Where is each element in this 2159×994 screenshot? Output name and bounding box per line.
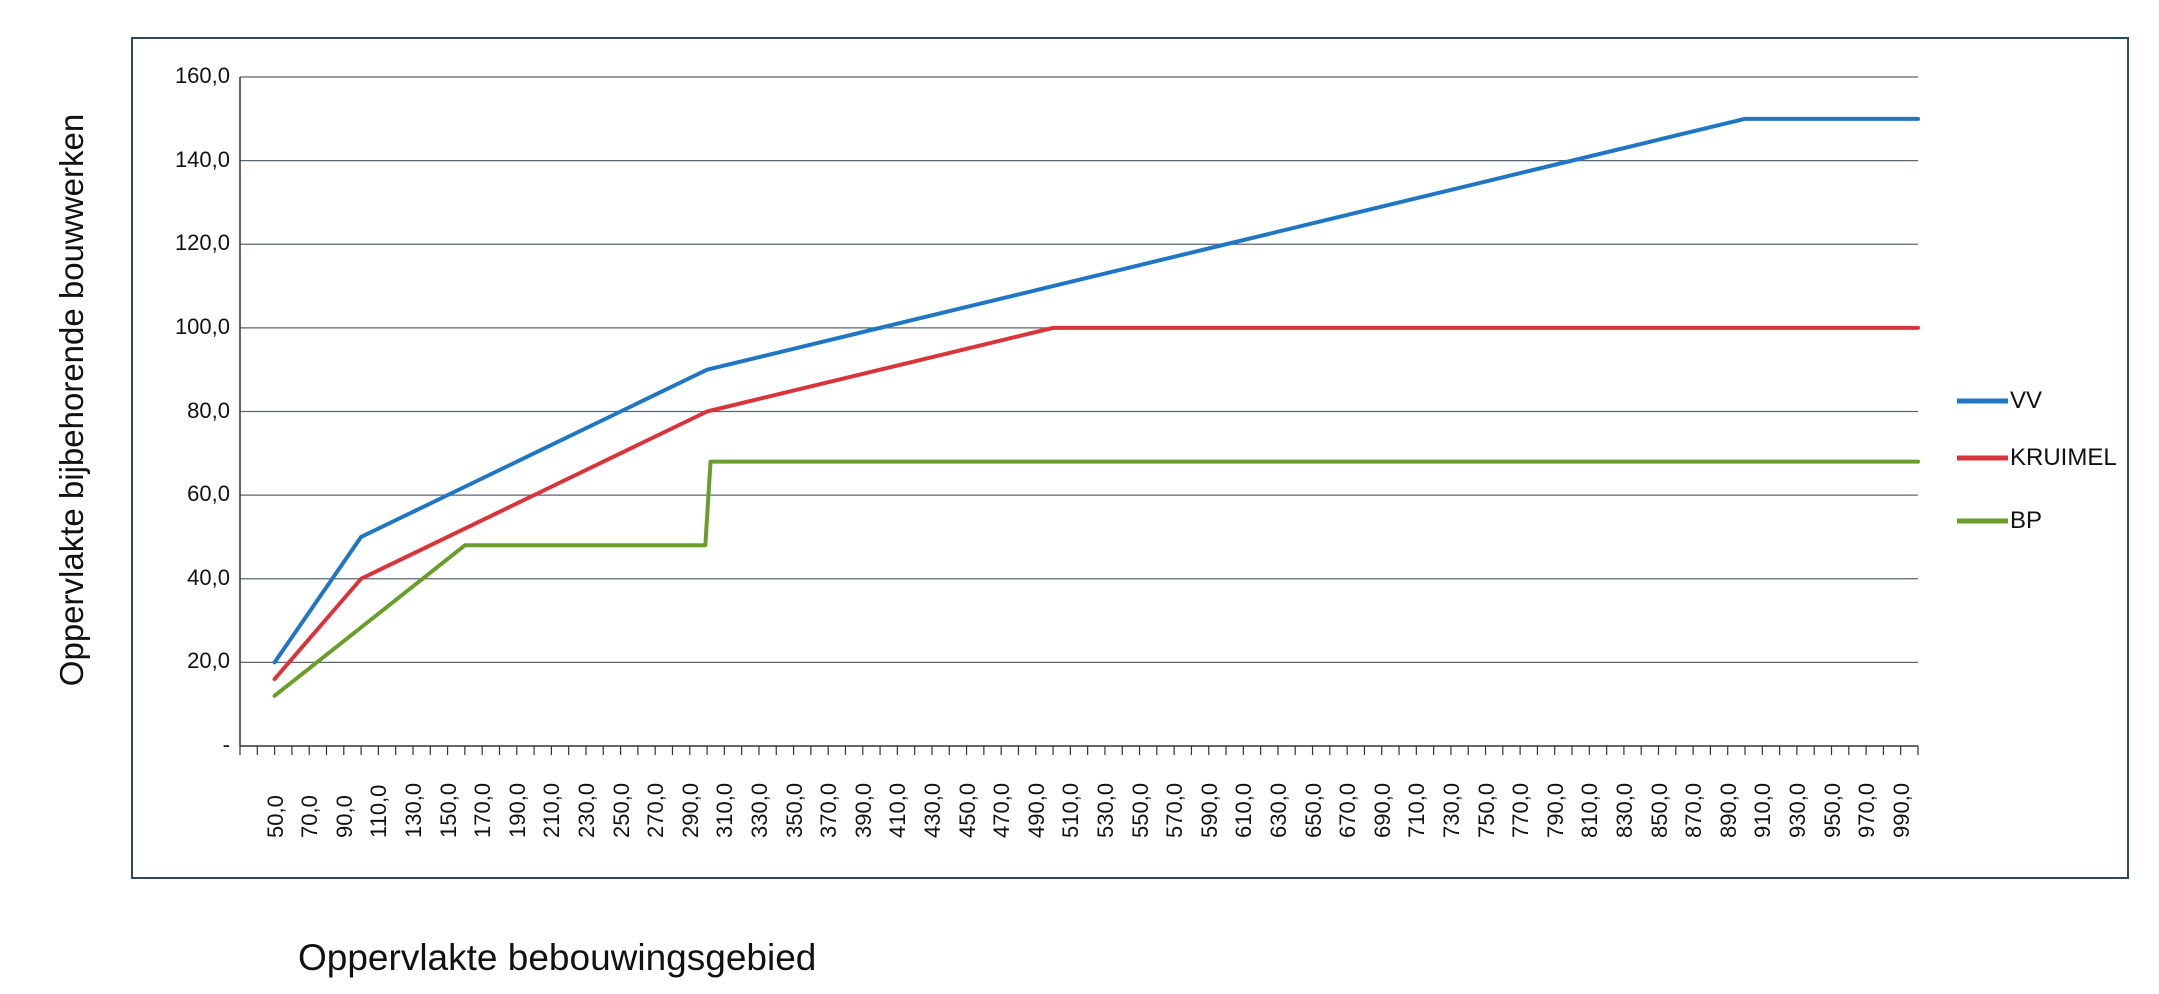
x-tick-label: 250,0 [608, 782, 634, 838]
series-line-bp [272, 459, 1920, 698]
y-tick-label: 40,0 [187, 564, 230, 590]
x-tick-label: 470,0 [989, 782, 1015, 838]
x-tick-label: 190,0 [504, 782, 530, 838]
y-tick-label: 80,0 [187, 397, 230, 423]
legend-label-kruimel: KRUIMEL [2010, 444, 2117, 471]
x-tick-label: 910,0 [1750, 782, 1776, 838]
x-tick-label: 970,0 [1854, 782, 1880, 838]
x-tick-label: 450,0 [954, 782, 980, 838]
x-tick-label: 50,0 [262, 795, 288, 838]
legend-label-bp: BP [2010, 507, 2043, 534]
legend-label-vv: VV [2010, 387, 2043, 414]
x-tick-label: 530,0 [1092, 782, 1118, 838]
x-tick-label: 210,0 [539, 782, 565, 838]
x-tick-label: 770,0 [1508, 782, 1534, 838]
x-tick-label: 310,0 [712, 782, 738, 838]
x-tick-label: 710,0 [1404, 782, 1430, 838]
x-tick-label: 630,0 [1265, 782, 1291, 838]
x-tick-label: 990,0 [1888, 782, 1914, 838]
x-tick-label: 430,0 [919, 782, 945, 838]
x-tick-label: 690,0 [1369, 782, 1395, 838]
x-tick-label: 490,0 [1023, 782, 1049, 838]
y-tick-label: 120,0 [174, 230, 230, 256]
x-tick-label: 230,0 [573, 782, 599, 838]
x-tick-label: 370,0 [816, 782, 842, 838]
x-tick-label: 290,0 [677, 782, 703, 838]
y-tick-label: 160,0 [174, 63, 230, 88]
x-tick-label: 890,0 [1715, 782, 1741, 838]
x-tick-label: 390,0 [850, 782, 876, 838]
x-tick-label: 410,0 [885, 782, 911, 838]
x-tick-label: 570,0 [1162, 782, 1188, 838]
x-tick-label: 170,0 [470, 782, 496, 838]
x-tick-label: 510,0 [1058, 782, 1084, 838]
x-tick-label: 150,0 [435, 782, 461, 838]
x-tick-label: 810,0 [1577, 782, 1603, 838]
x-tick-label: 270,0 [643, 782, 669, 838]
y-tick-label: 20,0 [187, 648, 230, 674]
x-tick-label: 930,0 [1784, 782, 1810, 838]
x-tick-label: 90,0 [331, 795, 357, 838]
x-tick-label: 790,0 [1542, 782, 1568, 838]
x-tick-label: 730,0 [1438, 782, 1464, 838]
x-tick-label: 70,0 [297, 795, 323, 838]
x-tick-label: 750,0 [1473, 782, 1499, 838]
y-tick-label: 140,0 [174, 146, 230, 172]
y-tick-label: 60,0 [187, 481, 230, 507]
series-line-vv [272, 116, 1920, 665]
x-tick-label: 850,0 [1646, 782, 1672, 838]
x-tick-label: 950,0 [1819, 782, 1845, 838]
y-axis-label: Oppervlakte bijbehorende bouwwerken [53, 113, 90, 687]
y-tick-label: - [222, 732, 230, 757]
x-tick-label: 830,0 [1611, 782, 1637, 838]
y-tick-label: 100,0 [174, 313, 230, 339]
x-tick-label: 550,0 [1127, 782, 1153, 838]
x-axis-label: Oppervlakte bebouwingsgebied [298, 937, 817, 978]
x-tick-label: 610,0 [1231, 782, 1257, 838]
x-tick-label: 330,0 [746, 782, 772, 838]
x-tick-label: 870,0 [1681, 782, 1707, 838]
x-tick-label: 670,0 [1335, 782, 1361, 838]
series-line-kruimel [272, 325, 1920, 682]
x-tick-label: 590,0 [1196, 782, 1222, 838]
x-tick-label: 130,0 [400, 782, 426, 838]
x-tick-label: 110,0 [366, 784, 392, 838]
x-tick-label: 350,0 [781, 782, 807, 838]
x-tick-label: 650,0 [1300, 782, 1326, 838]
chart-frame [131, 37, 2129, 879]
